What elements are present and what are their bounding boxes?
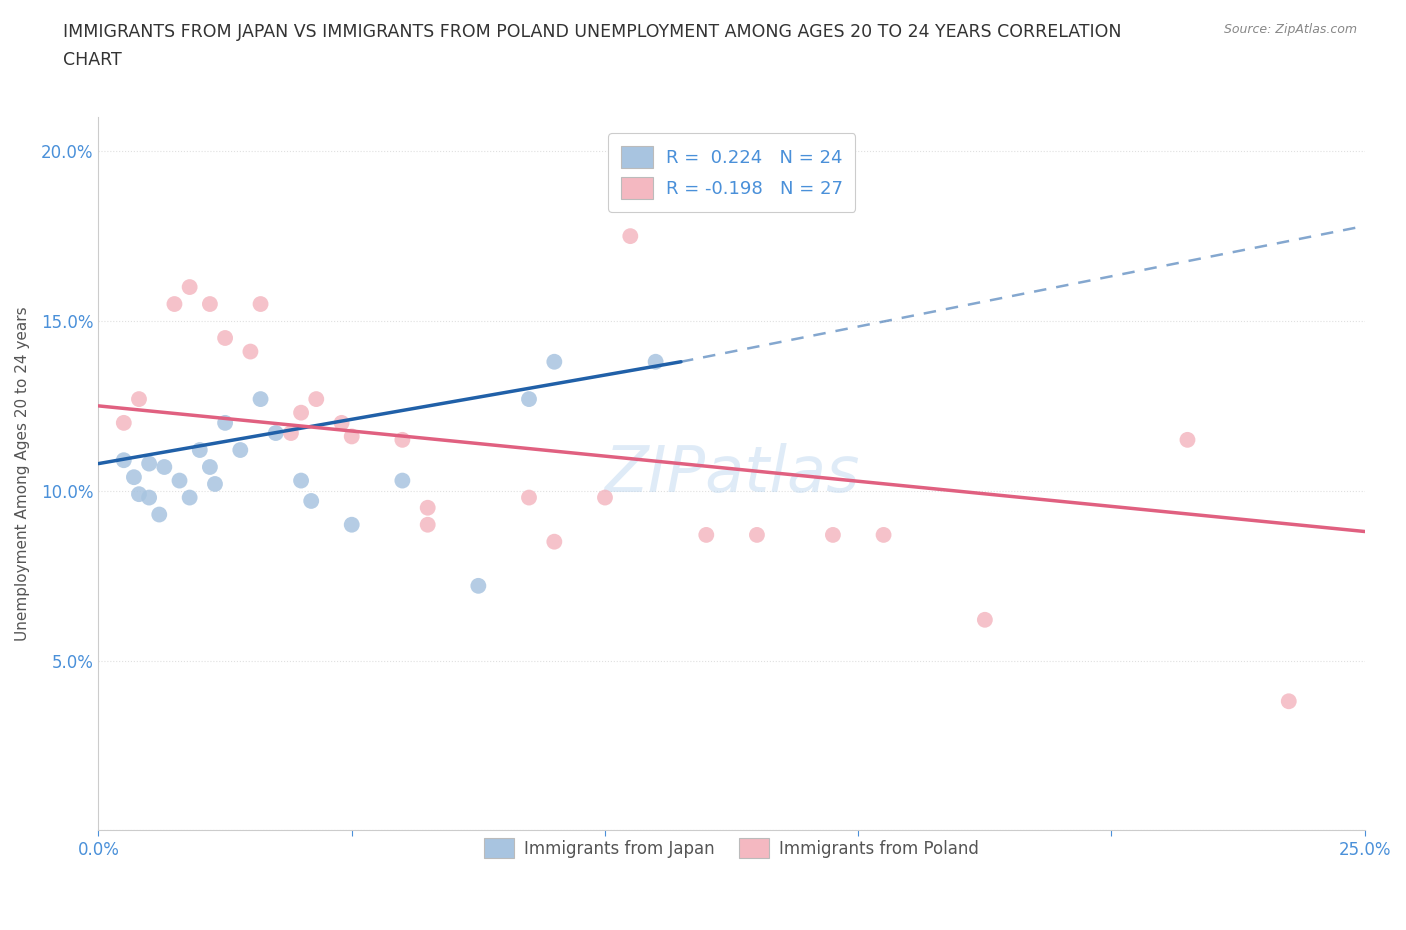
Point [128,486,150,501]
Point [619,229,641,244]
Point [179,280,201,295]
Point [148,507,170,522]
Text: ZIPatlas: ZIPatlas [605,443,859,505]
Point [517,490,540,505]
Point [112,453,135,468]
Point [416,517,439,532]
Point [198,297,221,312]
Point [112,416,135,431]
Point [198,459,221,474]
Point [169,473,191,488]
Point [340,429,363,444]
Point [340,517,363,532]
Point [416,500,439,515]
Point [517,392,540,406]
Point [249,297,271,312]
Point [593,490,616,505]
Point [1278,694,1301,709]
Text: IMMIGRANTS FROM JAPAN VS IMMIGRANTS FROM POLAND UNEMPLOYMENT AMONG AGES 20 TO 24: IMMIGRANTS FROM JAPAN VS IMMIGRANTS FROM… [63,23,1122,41]
Point [695,527,717,542]
Point [138,490,160,505]
Point [214,330,236,345]
Text: Source: ZipAtlas.com: Source: ZipAtlas.com [1223,23,1357,36]
Point [138,457,160,472]
Point [163,297,186,312]
Point [204,476,226,491]
Point [299,494,322,509]
Point [214,416,236,431]
Point [543,534,565,549]
Point [229,443,252,458]
Point [239,344,262,359]
Point [264,426,287,441]
Point [290,405,312,420]
Point [179,490,201,505]
Point [128,392,150,406]
Point [391,473,413,488]
Legend: Immigrants from Japan, Immigrants from Poland: Immigrants from Japan, Immigrants from P… [474,828,990,869]
Point [122,470,145,485]
Point [467,578,489,593]
Y-axis label: Unemployment Among Ages 20 to 24 years: Unemployment Among Ages 20 to 24 years [15,307,30,641]
Text: CHART: CHART [63,51,122,69]
Point [153,459,176,474]
Point [821,527,844,542]
Point [745,527,768,542]
Point [973,612,995,627]
Point [391,432,413,447]
Point [290,473,312,488]
Point [644,354,666,369]
Point [280,426,302,441]
Point [543,354,565,369]
Point [305,392,328,406]
Point [249,392,271,406]
Point [1177,432,1199,447]
Point [330,416,353,431]
Point [872,527,894,542]
Point [188,443,211,458]
